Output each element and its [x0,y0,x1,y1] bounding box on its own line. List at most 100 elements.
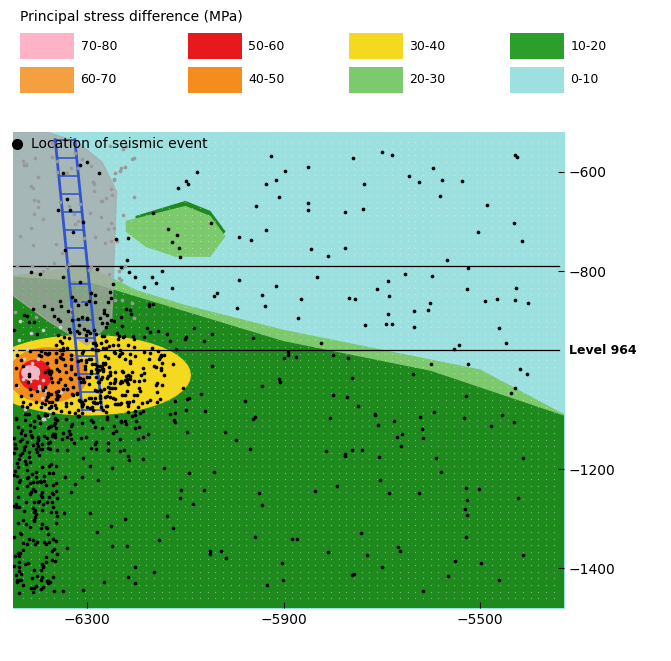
Point [295,150,305,161]
Point [72,593,83,603]
Point [95,375,105,385]
Point [272,262,282,273]
Point [164,210,174,220]
Point [356,586,367,597]
Point [448,196,459,207]
Point [503,163,513,174]
Point [503,461,513,471]
Point [379,196,390,207]
Point [472,481,482,491]
Point [318,547,329,557]
Point [103,580,113,590]
Point [425,507,436,518]
Point [30,504,40,515]
Point [310,183,321,194]
Point [172,533,183,544]
Point [279,276,290,286]
Point [110,315,121,326]
Point [356,322,367,332]
Point [81,334,91,345]
Point [510,474,521,485]
Point [433,362,444,372]
Point [148,183,159,194]
Point [248,332,258,343]
Point [356,507,367,518]
Point [287,269,298,280]
Point [495,203,505,214]
Point [56,481,67,491]
Point [172,309,183,319]
Point [541,309,552,319]
Point [272,533,282,544]
Point [518,500,529,511]
Point [479,183,490,194]
Point [225,401,236,412]
Point [62,342,72,353]
Point [348,150,359,161]
Point [510,329,521,339]
Point [356,388,367,399]
Point [364,560,374,570]
Point [95,256,105,266]
Point [105,141,115,151]
Point [506,387,517,398]
Point [195,335,205,346]
Point [203,302,213,313]
Point [118,190,129,200]
Point [356,276,367,286]
Point [372,289,382,299]
Point [548,434,559,445]
Point [487,269,498,280]
Point [372,150,382,161]
Point [121,418,132,429]
Point [44,437,55,447]
Point [503,223,513,233]
Point [87,368,98,379]
Point [48,560,59,570]
Point [18,414,29,425]
Point [164,143,174,154]
Point [11,576,22,587]
Point [41,210,52,220]
Point [387,414,398,425]
Point [72,454,83,465]
Point [495,243,505,253]
Point [48,362,59,372]
Point [356,229,367,240]
Point [341,309,352,319]
Point [172,302,183,313]
Point [125,408,136,418]
Point [372,553,382,564]
Point [325,527,336,537]
Point [418,236,429,247]
Point [341,329,352,339]
Point [318,540,329,551]
Point [333,500,344,511]
Point [82,313,93,323]
Point [364,500,374,511]
Point [125,295,136,306]
Point [525,421,536,432]
Point [541,421,552,432]
Point [472,309,482,319]
Point [225,481,236,491]
Point [325,586,336,597]
Point [47,480,58,490]
Point [84,265,95,276]
Point [125,441,136,451]
Point [272,388,282,399]
Point [87,216,98,227]
Point [41,500,52,511]
Point [205,546,215,557]
Point [118,366,129,377]
Point [264,176,274,187]
Point [172,362,183,372]
Point [69,479,80,490]
Point [41,150,52,161]
Point [22,437,33,447]
Point [379,157,390,167]
Point [25,522,36,532]
Point [441,256,452,266]
Point [348,282,359,293]
Point [18,454,29,465]
